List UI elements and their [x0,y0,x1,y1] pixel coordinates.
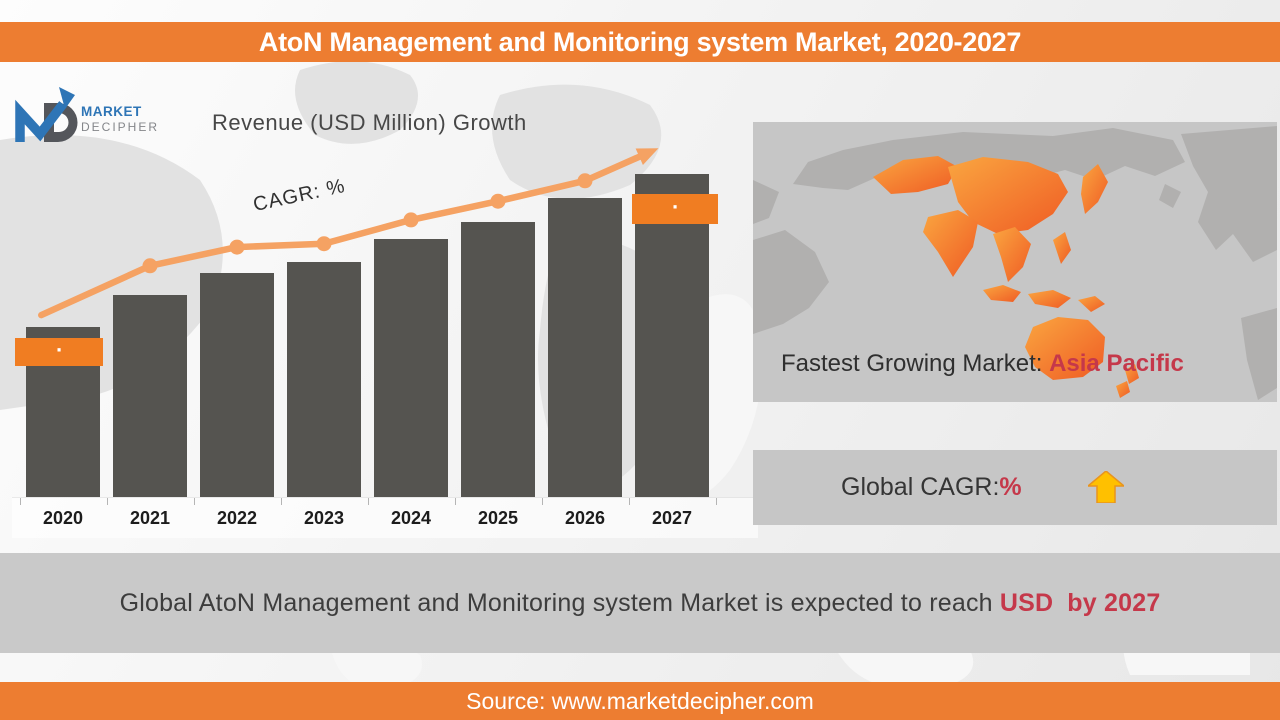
summary-usd: USD [999,588,1054,617]
axis-tick [541,498,543,505]
year-label-2027: 2027 [651,508,693,528]
up-arrow-icon [1088,471,1124,503]
axis-tick [367,498,369,505]
year-label-2026: 2026 [564,508,606,528]
caption-text: Fastest Growing Market: [781,350,1050,377]
global-cagr-card: Global CAGR: % [753,450,1277,525]
summary-text: Global AtoN Management and Monitoring sy… [120,589,1161,618]
asia-pacific-map-graphic [753,126,1277,400]
trend-marker [229,239,245,255]
trend-marker [490,193,506,209]
page-title: AtoN Management and Monitoring system Ma… [258,26,1022,57]
bar-2022 [200,273,274,497]
caption-highlight: Asia Pacific [1049,350,1184,377]
bar-2023 [287,262,361,497]
year-label-2025: 2025 [477,508,519,528]
global-cagr-text: Global CAGR: [841,473,1000,501]
year-label-2020: 2020 [42,508,84,528]
summary-band: Global AtoN Management and Monitoring sy… [0,553,1280,653]
axis-tick [454,498,456,505]
market-decipher-logo: MARKET DECIPHER [15,87,159,142]
summary-by-2027: by 2027 [1067,588,1161,617]
global-cagr-label: Global CAGR: % [841,450,1022,525]
year-label-2024: 2024 [390,508,432,528]
logo-m-glyph [15,99,67,142]
summary-prefix: Global AtoN Management and Monitoring sy… [119,588,1000,617]
year-label-2023: 2023 [303,508,345,528]
x-axis-strip [12,497,758,538]
axis-tick [193,498,195,505]
callout-value-text: . [55,331,63,357]
header-bar: AtoN Management and Monitoring system Ma… [0,22,1280,62]
axis-tick [280,498,282,505]
global-cagr-value: % [999,473,1022,501]
bar-2026 [548,198,622,497]
trend-marker [316,236,332,252]
value-callout-2020: . [15,333,103,366]
asia-pacific-region [873,156,1139,398]
year-label-2022: 2022 [216,508,258,528]
value-callout-2027: . [632,188,718,224]
logo-text-decipher: DECIPHER [81,120,159,134]
logo-arrow-icon [59,87,75,109]
footer-bar: Source: www.marketdecipher.com [0,682,1280,720]
trend-marker [403,212,419,228]
logo-text-market: MARKET [81,104,142,119]
callout-value-text: . [671,188,679,214]
source-link[interactable]: Source: www.marketdecipher.com [466,687,814,714]
bar-2025 [461,222,535,497]
bar-2024 [374,239,448,497]
year-label-2021: 2021 [129,508,171,528]
axis-tick [628,498,630,505]
trend-arrowhead-icon [635,148,659,165]
axis-tick [19,498,21,505]
trend-marker [142,258,158,274]
revenue-bar-chart: 2020 2021 2022 2023 2024 2025 2026 2027.. [0,0,770,560]
bar-2021 [113,295,187,497]
axis-tick [106,498,108,505]
trend-marker [577,173,593,189]
chart-title: Revenue (USD Million) Growth [212,110,527,135]
asia-pacific-map-card: Fastest Growing Market: Asia Pacific [753,122,1277,402]
axis-tick [715,498,717,505]
fastest-growing-market-caption: Fastest Growing Market: Asia Pacific [781,350,1184,378]
